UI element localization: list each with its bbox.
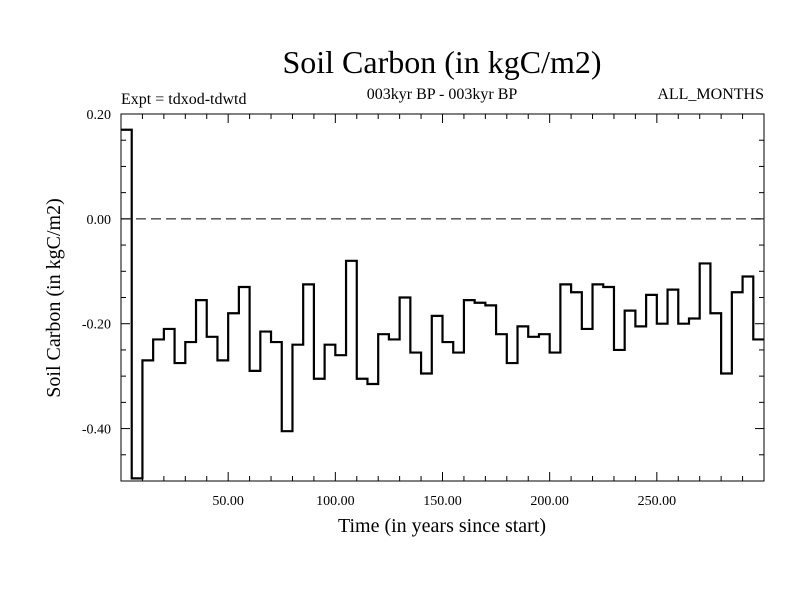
period-label: 003kyr BP - 003kyr BP (367, 86, 518, 103)
series-line (121, 128, 764, 480)
x-axis-label: Time (in years since start) (338, 515, 546, 537)
x-tick-label: 150.00 (423, 494, 462, 509)
y-tick-label: 0.20 (87, 108, 112, 123)
experiment-label: Expt = tdxod-tdwtd (121, 91, 246, 108)
x-tick-label: 100.00 (316, 494, 355, 509)
x-tick-label: 200.00 (530, 494, 569, 509)
x-tick-label: 250.00 (638, 494, 677, 509)
y-tick-label: -0.40 (82, 423, 111, 438)
y-tick-label: -0.20 (82, 318, 111, 333)
x-tick-label: 50.00 (212, 494, 244, 509)
y-axis-ticks: 0.20 0.00 -0.20 -0.40 (82, 108, 764, 482)
y-tick-label: 0.00 (87, 213, 112, 228)
x-axis-ticks: 50.00 100.00 150.00 200.00 250.00 (141, 114, 744, 509)
y-axis-label: Soil Carbon (in kgC/m2) (43, 198, 65, 397)
months-label: ALL_MONTHS (657, 86, 764, 103)
chart-title: Soil Carbon (in kgC/m2) (282, 44, 601, 80)
